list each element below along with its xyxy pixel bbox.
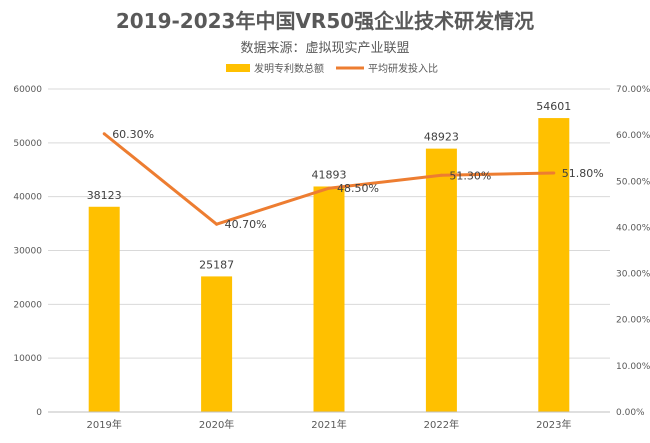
x-tick-label: 2020年 — [199, 418, 234, 431]
legend-line-label: 平均研发投入比 — [368, 62, 438, 75]
x-tick-label: 2021年 — [311, 418, 346, 431]
line-data-label: 51.30% — [449, 169, 491, 182]
line-point — [102, 132, 106, 136]
left-tick-label: 40000 — [13, 193, 42, 203]
right-tick-label: 20.00% — [616, 316, 650, 326]
bar — [201, 276, 233, 412]
line-point — [215, 222, 219, 226]
x-tick-label: 2022年 — [424, 418, 459, 431]
right-tick-label: 10.00% — [616, 362, 650, 372]
right-tick-label: 70.00% — [616, 85, 650, 95]
right-tick-label: 0.00% — [616, 408, 645, 418]
legend-bar-swatch — [226, 64, 250, 72]
line-point — [552, 171, 556, 175]
right-tick-label: 40.00% — [616, 223, 650, 233]
x-tick-label: 2023年 — [536, 418, 571, 431]
bar-data-label: 54601 — [536, 100, 571, 113]
line-data-label: 48.50% — [337, 182, 379, 195]
right-tick-label: 50.00% — [616, 177, 650, 187]
bar-series: 38123 25187 41893 48923 54601 — [87, 100, 571, 413]
line-data-label: 60.30% — [112, 128, 154, 141]
left-tick-label: 10000 — [13, 354, 42, 364]
x-tick-label: 2019年 — [86, 418, 121, 431]
bar-data-label: 25187 — [199, 258, 234, 271]
bar — [538, 118, 570, 413]
left-tick-label: 0 — [36, 408, 42, 418]
left-tick-label: 50000 — [13, 139, 42, 149]
line-series: 60.30% 40.70% 48.50% 51.30% 51.80% — [102, 128, 604, 231]
chart-subtitle: 数据来源：虚拟现实产业联盟 — [240, 41, 409, 56]
right-tick-label: 60.00% — [616, 131, 650, 141]
bar — [425, 148, 457, 413]
legend-bar-label: 发明专利数总额 — [254, 62, 324, 75]
legend: 发明专利数总额 平均研发投入比 — [226, 62, 438, 75]
bar-data-label: 48923 — [424, 131, 459, 144]
left-axis: 0 10000 20000 30000 40000 50000 60000 — [13, 85, 42, 418]
bar-data-label: 38123 — [87, 189, 122, 202]
chart-title: 2019-2023年中国VR50强企业技术研发情况 — [116, 9, 534, 33]
line-point — [439, 173, 443, 177]
x-axis: 2019年 2020年 2021年 2022年 2023年 — [48, 411, 610, 431]
bar — [313, 186, 345, 412]
line-data-label: 40.70% — [225, 218, 267, 231]
left-tick-label: 60000 — [13, 85, 42, 95]
line-data-label: 51.80% — [562, 167, 604, 180]
right-axis: 0.00% 10.00% 20.00% 30.00% 40.00% 50.00% 60.00… — [616, 85, 650, 418]
left-tick-label: 30000 — [13, 247, 42, 257]
line-point — [327, 186, 331, 190]
bar-data-label: 41893 — [312, 168, 347, 181]
right-tick-label: 30.00% — [616, 270, 650, 280]
bar — [88, 206, 120, 412]
left-tick-label: 20000 — [13, 300, 42, 310]
